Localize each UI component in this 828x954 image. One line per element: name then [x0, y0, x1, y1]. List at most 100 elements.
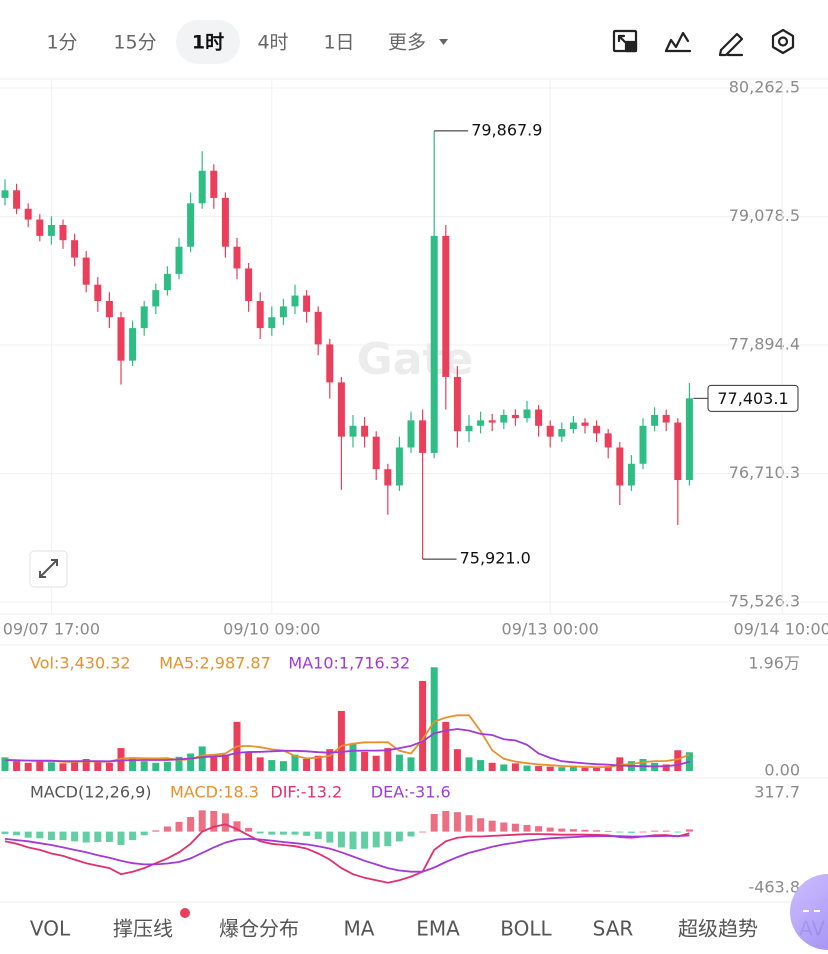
legend-entry: MA10:1,716.32	[288, 654, 410, 673]
x-tick-label: 09/07 17:00	[3, 620, 100, 639]
indicator-tab[interactable]: 撑压线	[113, 917, 173, 941]
icon-settings[interactable]	[771, 28, 795, 55]
candle-body	[349, 425, 357, 437]
macd-bar	[187, 817, 195, 832]
candle-body	[175, 246, 183, 274]
interval-tab[interactable]: 1时	[192, 32, 224, 54]
candle-body	[593, 425, 601, 434]
macd-bar	[314, 831, 322, 839]
indicator-tab[interactable]: MA	[344, 917, 375, 941]
volume-bar	[187, 753, 195, 771]
volume-bar	[407, 757, 415, 771]
macd-bar	[337, 831, 345, 848]
candle-body	[163, 273, 171, 291]
volume-bar	[337, 710, 345, 771]
y-tick-label: 80,262.5	[729, 78, 800, 97]
candle-body	[604, 433, 612, 448]
icon-fullscreen[interactable]	[612, 29, 638, 53]
floating-button[interactable]	[790, 874, 828, 950]
price-panel: Gate 80,262.5 79,078.5 77,894.4 76,710.3 75,5…	[0, 78, 828, 639]
candle-body	[24, 208, 32, 220]
candle-body	[511, 414, 519, 419]
volume-bar	[523, 765, 531, 771]
more-tab[interactable]: 更多	[388, 32, 426, 54]
macd-bar	[256, 831, 264, 834]
macd-bar	[47, 831, 55, 841]
interval-tab[interactable]: 1日	[323, 32, 354, 54]
volume-bar	[372, 755, 380, 771]
volume-bar	[129, 757, 137, 771]
indicator-tab[interactable]: VOL	[30, 917, 71, 941]
indicator-tab[interactable]: 爆仓分布	[219, 917, 299, 941]
volume-bar	[558, 767, 566, 771]
volume-bar	[24, 762, 32, 771]
macd-bar	[465, 815, 473, 832]
indicator-tab[interactable]: SAR	[593, 917, 634, 941]
last-price-label: 77,403.1	[717, 389, 788, 408]
macd-bar	[627, 831, 635, 833]
volume-bar	[210, 755, 218, 771]
macd-bar	[94, 831, 102, 842]
candle-body	[59, 225, 67, 241]
icon-draw[interactable]	[718, 32, 744, 57]
macd-bar	[361, 831, 369, 849]
macd-bar	[1, 831, 9, 835]
volume-bar	[268, 760, 276, 771]
macd-bar	[140, 831, 148, 836]
volume-bar	[581, 767, 589, 771]
candle-body	[245, 268, 253, 301]
candle-body	[337, 382, 345, 437]
macd-bar	[279, 831, 287, 835]
candle-body	[372, 436, 380, 470]
macd-bar	[430, 813, 438, 832]
indicator-tab[interactable]: BOLL	[500, 917, 552, 941]
candle-body	[94, 284, 102, 301]
y-tick-label: 76,710.3	[729, 463, 800, 482]
macd-bar	[349, 831, 357, 850]
candle-body	[233, 246, 241, 269]
legend-entry: DEA:-31.6	[371, 783, 451, 802]
y-tick-label: 1.96万	[748, 654, 800, 673]
macd-panel: 317.7 -463.8 MACD(12,26,9) MACD:18.3 DIF:-13…	[1, 783, 800, 897]
volume-bar	[604, 766, 612, 771]
volume-bar	[546, 766, 554, 771]
candle-body	[662, 414, 670, 423]
icon-indicators[interactable]	[664, 31, 692, 53]
volume-bar	[639, 758, 647, 771]
interval-selected-bg	[176, 20, 240, 64]
candle-body	[639, 425, 647, 464]
candle-body	[581, 422, 589, 426]
high-label: 79,867.9	[471, 120, 542, 139]
y-tick-label: 77,894.4	[729, 335, 800, 354]
macd-bar	[593, 830, 601, 832]
interval-tab[interactable]: 4时	[257, 32, 288, 54]
indicator-tab[interactable]: EMA	[416, 917, 460, 941]
macd-bar	[651, 830, 659, 832]
macd-bar	[105, 831, 113, 842]
interval-tab[interactable]: 1分	[46, 32, 77, 54]
volume-bar	[419, 680, 427, 771]
volume-bar	[1, 757, 9, 771]
indicator-line	[4, 714, 690, 769]
macd-bar	[407, 831, 415, 837]
macd-bar	[639, 831, 647, 833]
legend-entry: Vol:3,430.32	[30, 654, 131, 673]
low-label: 75,921.0	[460, 549, 531, 568]
volume-bar	[361, 751, 369, 771]
macd-bar	[488, 820, 496, 832]
candle-body	[488, 420, 496, 423]
macd-bar	[558, 828, 566, 832]
volume-bar	[349, 743, 357, 771]
y-tick-label: 317.7	[754, 783, 800, 802]
candle-body	[13, 190, 21, 209]
candle-body	[47, 225, 55, 236]
expand-button[interactable]	[29, 550, 68, 588]
volume-bar	[221, 754, 229, 771]
macd-bar	[210, 810, 218, 832]
indicator-tab[interactable]: 超级趋势	[678, 917, 758, 941]
macd-bar	[129, 831, 137, 841]
macd-bar	[535, 826, 543, 832]
interval-tab[interactable]: 15分	[113, 32, 156, 54]
volume-bar	[500, 764, 508, 771]
volume-bar	[245, 751, 253, 771]
